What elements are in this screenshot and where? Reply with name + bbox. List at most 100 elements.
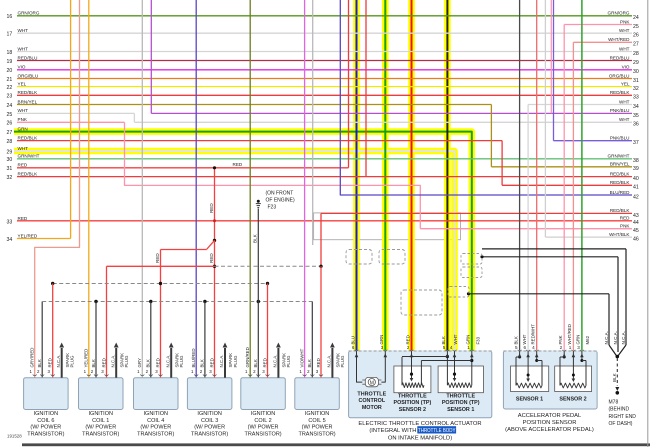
svg-text:(ON FRONT: (ON FRONT bbox=[266, 191, 294, 197]
svg-text:WHT/BLK: WHT/BLK bbox=[609, 232, 630, 237]
svg-text:2: 2 bbox=[407, 345, 410, 350]
svg-text:34: 34 bbox=[7, 237, 13, 243]
svg-text:BLK: BLK bbox=[612, 372, 617, 382]
svg-text:3: 3 bbox=[316, 369, 319, 374]
svg-text:41: 41 bbox=[633, 185, 639, 191]
svg-text:1: 1 bbox=[299, 369, 302, 374]
svg-text:2: 2 bbox=[560, 345, 563, 350]
svg-text:IGNITION: IGNITION bbox=[89, 411, 113, 417]
svg-text:GRN: GRN bbox=[576, 335, 581, 345]
svg-text:YEL: YEL bbox=[18, 81, 27, 86]
svg-text:BLK: BLK bbox=[253, 233, 258, 243]
svg-text:31: 31 bbox=[7, 166, 13, 172]
svg-text:RED: RED bbox=[316, 358, 321, 367]
svg-text:OF ENGINE): OF ENGINE) bbox=[266, 198, 296, 204]
svg-text:44: 44 bbox=[633, 220, 639, 226]
svg-text:PNK: PNK bbox=[620, 224, 630, 229]
svg-text:ORG/BLU: ORG/BLU bbox=[18, 73, 39, 78]
svg-text:ON INTAKE MANIFOLD): ON INTAKE MANIFOLD) bbox=[388, 435, 452, 441]
svg-text:WHT: WHT bbox=[619, 28, 630, 33]
svg-text:ORG/BLU: ORG/BLU bbox=[609, 73, 630, 78]
svg-text:PLUG: PLUG bbox=[286, 355, 291, 368]
svg-text:WHT: WHT bbox=[619, 99, 630, 104]
svg-text:2: 2 bbox=[200, 369, 203, 374]
svg-text:ACCELERATOR PEDAL: ACCELERATOR PEDAL bbox=[518, 413, 582, 419]
svg-text:PLUG: PLUG bbox=[124, 355, 129, 368]
svg-text:PLUG: PLUG bbox=[70, 355, 75, 368]
svg-text:BLK: BLK bbox=[441, 336, 446, 344]
svg-text:PNK/BLU: PNK/BLU bbox=[610, 136, 630, 141]
svg-text:SENSOR 2: SENSOR 2 bbox=[399, 407, 426, 413]
svg-text:BLK: BLK bbox=[146, 359, 151, 367]
svg-text:THROTTLE: THROTTLE bbox=[398, 393, 427, 399]
svg-text:TRANSISTOR): TRANSISTOR) bbox=[191, 431, 228, 437]
svg-text:22: 22 bbox=[7, 85, 13, 91]
svg-text:SENSOR 1: SENSOR 1 bbox=[447, 407, 474, 413]
svg-text:VIO: VIO bbox=[622, 65, 630, 70]
svg-text:THROTTLE: THROTTLE bbox=[446, 393, 475, 399]
svg-text:BLU/RED: BLU/RED bbox=[610, 190, 631, 195]
svg-text:WHT: WHT bbox=[18, 146, 29, 151]
svg-text:46: 46 bbox=[633, 237, 639, 243]
svg-text:32: 32 bbox=[633, 86, 639, 92]
svg-text:43: 43 bbox=[633, 213, 639, 219]
svg-text:PNK/BLU: PNK/BLU bbox=[610, 108, 630, 113]
svg-text:3: 3 bbox=[101, 369, 104, 374]
svg-text:SPARK: SPARK bbox=[174, 353, 179, 368]
svg-text:WHT: WHT bbox=[18, 46, 29, 51]
svg-text:3: 3 bbox=[262, 369, 265, 374]
svg-text:35: 35 bbox=[633, 113, 639, 119]
svg-text:WHT: WHT bbox=[619, 46, 630, 51]
svg-text:THROTTLE: THROTTLE bbox=[357, 391, 386, 397]
svg-text:RED: RED bbox=[209, 253, 214, 263]
svg-text:29: 29 bbox=[7, 149, 13, 155]
svg-text:COIL 5: COIL 5 bbox=[308, 418, 325, 424]
svg-text:191528: 191528 bbox=[7, 434, 22, 439]
svg-text:GRN: GRN bbox=[466, 335, 471, 345]
svg-text:28: 28 bbox=[7, 139, 13, 145]
svg-text:THROTTLE BODY: THROTTLE BODY bbox=[418, 428, 456, 434]
svg-text:20: 20 bbox=[7, 68, 13, 74]
svg-text:6: 6 bbox=[524, 345, 527, 350]
svg-text:25: 25 bbox=[7, 112, 13, 118]
svg-text:3: 3 bbox=[48, 369, 51, 374]
svg-text:(W/ POWER: (W/ POWER bbox=[85, 425, 116, 431]
svg-text:IGNITION: IGNITION bbox=[144, 411, 168, 417]
svg-text:(W/ POWER: (W/ POWER bbox=[302, 425, 333, 431]
svg-text:28: 28 bbox=[633, 51, 639, 57]
svg-text:RED: RED bbox=[18, 163, 28, 168]
svg-text:36: 36 bbox=[633, 122, 639, 128]
svg-text:1: 1 bbox=[467, 345, 470, 350]
svg-text:38: 38 bbox=[633, 158, 639, 164]
svg-text:RED: RED bbox=[209, 358, 214, 367]
svg-text:2: 2 bbox=[307, 369, 310, 374]
svg-text:TRANSISTOR): TRANSISTOR) bbox=[27, 431, 64, 437]
svg-text:SPARK: SPARK bbox=[336, 353, 341, 368]
svg-text:M62: M62 bbox=[585, 335, 590, 344]
svg-text:COIL 3: COIL 3 bbox=[201, 418, 218, 424]
svg-text:33: 33 bbox=[633, 95, 639, 101]
svg-text:GRN/WHT: GRN/WHT bbox=[18, 154, 40, 159]
svg-text:POSITION (TP): POSITION (TP) bbox=[442, 400, 480, 406]
svg-text:GRN/ORG: GRN/ORG bbox=[608, 11, 630, 16]
svg-text:N.C.A.: N.C.A. bbox=[56, 355, 61, 368]
svg-text:1: 1 bbox=[569, 345, 572, 350]
svg-text:GRN: GRN bbox=[379, 335, 384, 345]
svg-text:(BEHIND: (BEHIND bbox=[609, 407, 630, 413]
svg-text:N.C.A.: N.C.A. bbox=[273, 355, 278, 368]
svg-text:RED: RED bbox=[233, 162, 243, 167]
svg-text:21: 21 bbox=[7, 77, 13, 83]
svg-text:N.C.A.: N.C.A. bbox=[613, 331, 618, 345]
svg-text:1: 1 bbox=[245, 369, 248, 374]
svg-text:POSITION SENSOR: POSITION SENSOR bbox=[523, 420, 577, 426]
svg-text:3: 3 bbox=[155, 369, 158, 374]
svg-text:25: 25 bbox=[633, 24, 639, 30]
svg-text:N.C.A.: N.C.A. bbox=[110, 355, 115, 368]
svg-text:1: 1 bbox=[30, 369, 33, 374]
svg-text:SPARK: SPARK bbox=[228, 353, 233, 368]
svg-text:BRN/YEL: BRN/YEL bbox=[18, 99, 38, 104]
svg-text:(ABOVE ACCELERATOR PEDAL): (ABOVE ACCELERATOR PEDAL) bbox=[505, 427, 594, 433]
svg-text:PNK: PNK bbox=[620, 19, 630, 24]
svg-text:SENSOR 1: SENSOR 1 bbox=[516, 397, 543, 403]
svg-text:RED/BLU: RED/BLU bbox=[18, 55, 38, 60]
